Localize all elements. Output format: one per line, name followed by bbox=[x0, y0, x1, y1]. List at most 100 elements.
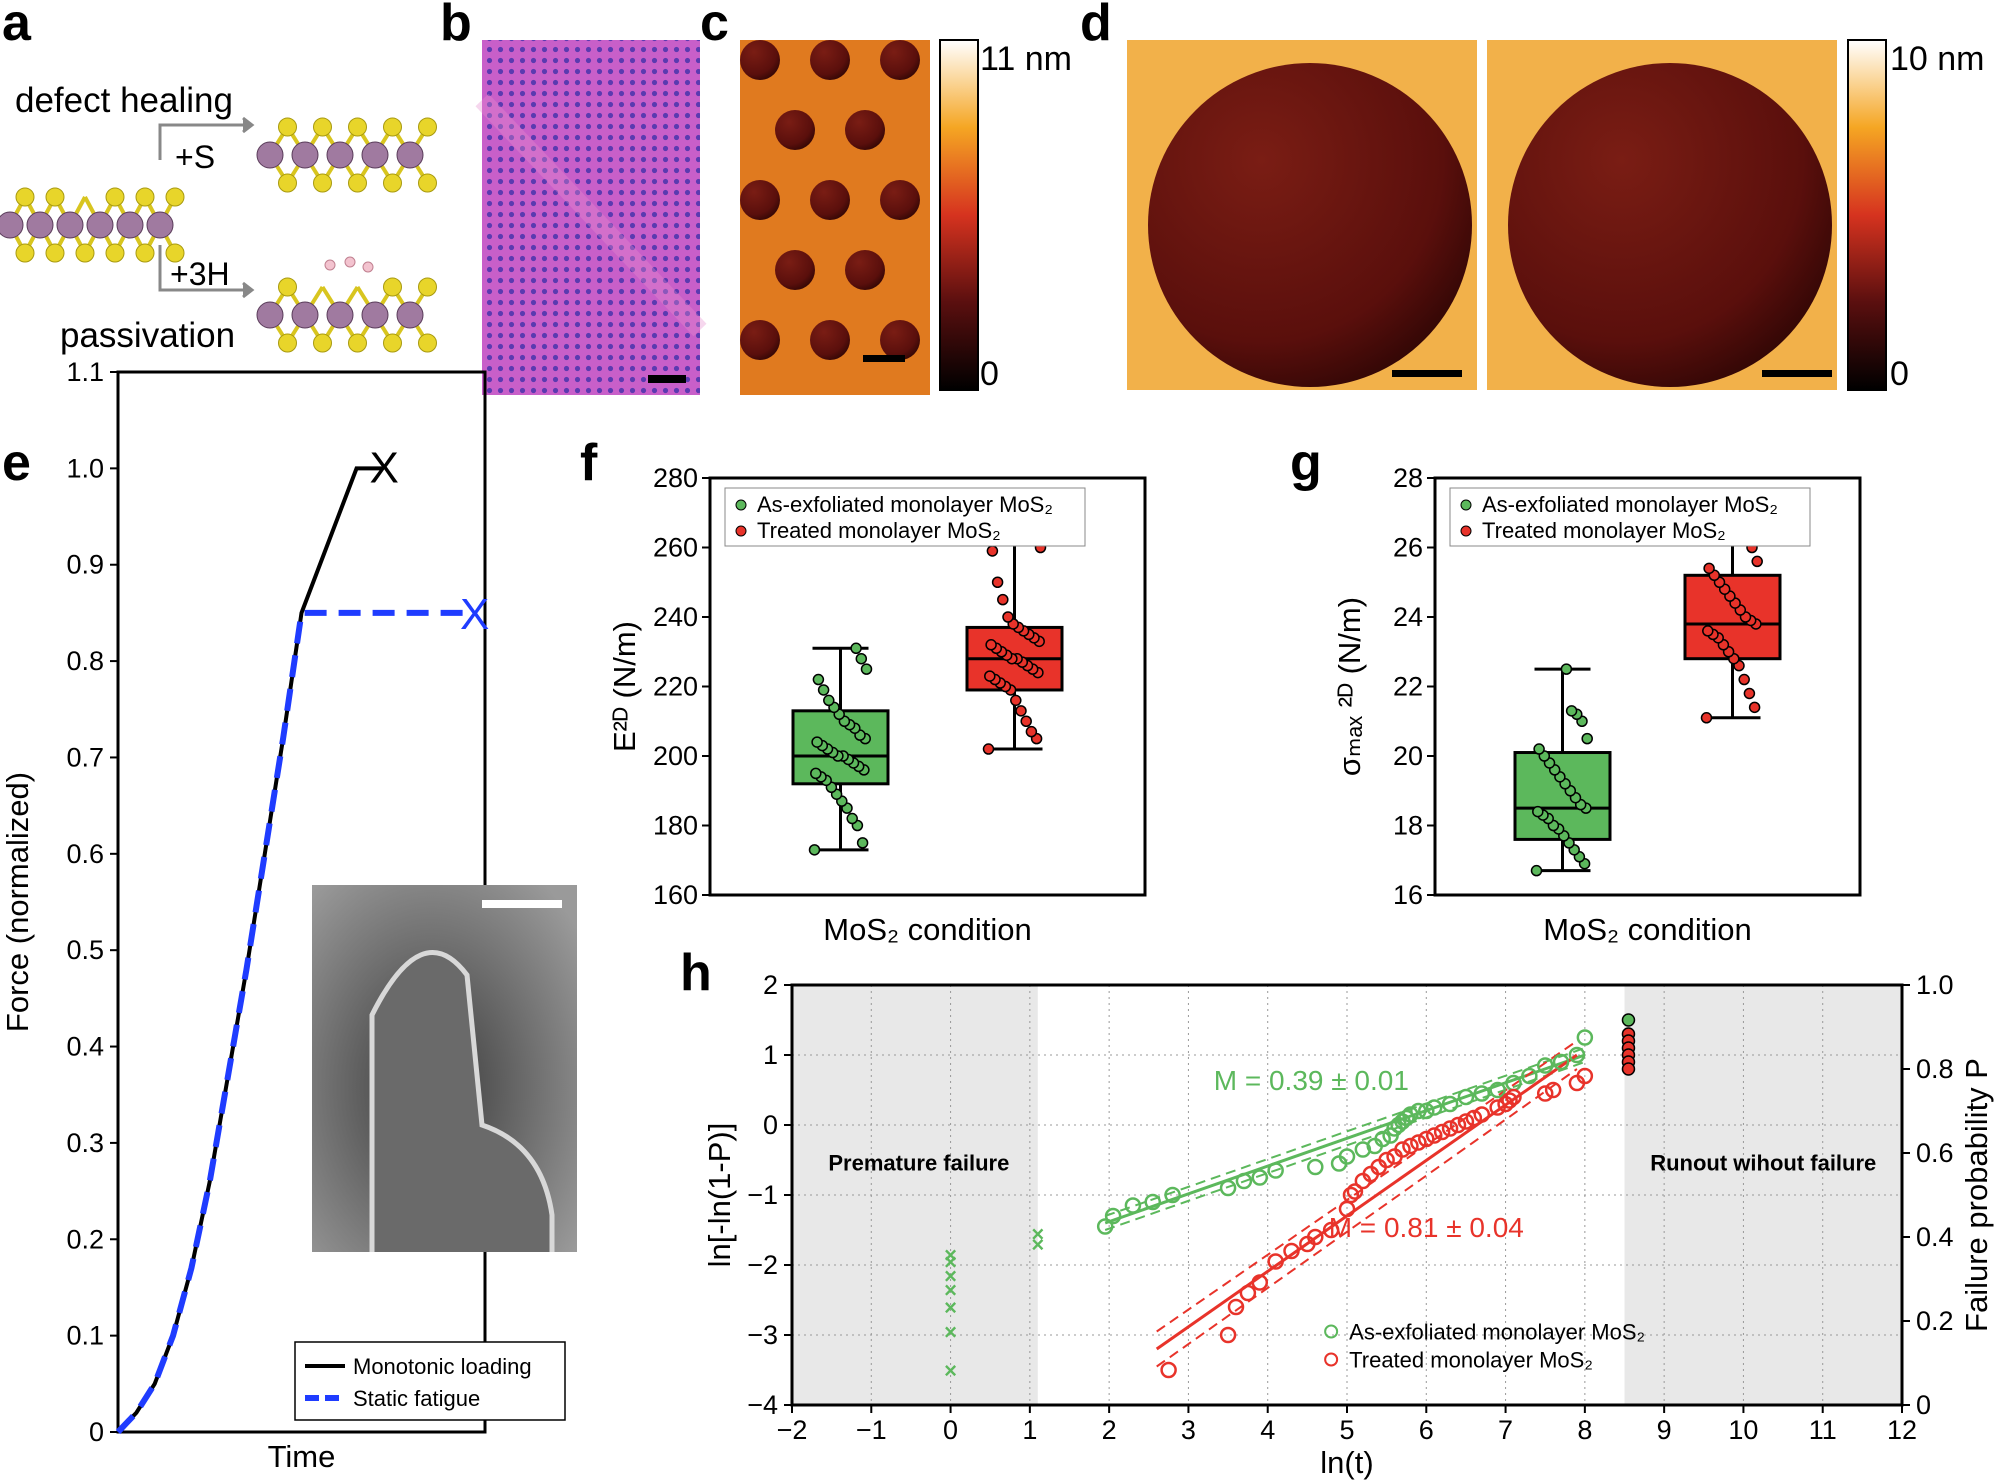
data-point bbox=[1015, 705, 1027, 717]
molybdenum-atom bbox=[361, 301, 389, 329]
y-tick-label: −3 bbox=[747, 1320, 778, 1350]
y-tick-label: 1.1 bbox=[66, 357, 104, 387]
data-point bbox=[1020, 715, 1032, 727]
data-point bbox=[808, 844, 821, 856]
data-point-green bbox=[1402, 1106, 1419, 1123]
data-point-red bbox=[1322, 1221, 1340, 1239]
data-point-red bbox=[1402, 1137, 1419, 1155]
data-point-red bbox=[1505, 1088, 1522, 1106]
sulfur-atom bbox=[418, 117, 437, 137]
sulfur-atom bbox=[278, 277, 297, 297]
x-tick-label: −2 bbox=[777, 1415, 808, 1445]
sulfur-atom bbox=[383, 173, 402, 193]
data-point bbox=[991, 576, 1004, 588]
legend-label: Monotonic loading bbox=[353, 1354, 532, 1379]
data-point bbox=[1581, 732, 1593, 745]
x-tick-label: 10 bbox=[1728, 1415, 1758, 1445]
data-point-green bbox=[1521, 1067, 1538, 1085]
premature-failure-mark: × bbox=[944, 1295, 957, 1320]
x-tick-label: 4 bbox=[1260, 1415, 1275, 1445]
y-tick-label: 240 bbox=[653, 602, 698, 632]
data-point bbox=[812, 673, 825, 686]
plus-3h-label: +3H bbox=[170, 256, 230, 292]
molybdenum-atom bbox=[0, 211, 24, 239]
x-tick-label: 12 bbox=[1887, 1415, 1917, 1445]
afm-hole bbox=[880, 40, 920, 80]
data-point-red bbox=[1346, 1183, 1364, 1200]
x-tick-label: 5 bbox=[1339, 1415, 1354, 1445]
data-point-green bbox=[1374, 1130, 1391, 1148]
y-tick-label: 16 bbox=[1393, 880, 1423, 910]
runout-point bbox=[1621, 1062, 1636, 1076]
data-point-red bbox=[1239, 1284, 1257, 1302]
data-point-green bbox=[1425, 1099, 1443, 1116]
sulfur-atom bbox=[105, 187, 125, 207]
premature-failure-mark: × bbox=[944, 1264, 957, 1289]
x-tick-label: −1 bbox=[856, 1415, 887, 1445]
data-point-red bbox=[1160, 1361, 1177, 1379]
molybdenum-atom bbox=[56, 211, 84, 239]
y2-axis-label: Failure probability P bbox=[1959, 1058, 1994, 1332]
data-point-green bbox=[1104, 1207, 1122, 1225]
premature-failure-mark: × bbox=[944, 1358, 957, 1383]
chart-g-strength-box: 16 18 20 22 24 26 28 MoS₂ condition σₘₐₓ ²ᴰ (N/m… bbox=[1332, 463, 1862, 947]
data-point-green bbox=[1441, 1095, 1459, 1113]
fit-label-red: M = 0.81 ± 0.04 bbox=[1329, 1212, 1524, 1243]
data-point-green bbox=[1307, 1158, 1324, 1176]
panel-label-c: c bbox=[700, 0, 729, 52]
data-point bbox=[855, 652, 868, 665]
data-point-green bbox=[1398, 1109, 1415, 1127]
legend-marker bbox=[1324, 1324, 1339, 1339]
data-point-green bbox=[1489, 1081, 1506, 1099]
sulfur-atom bbox=[348, 173, 367, 193]
data-point bbox=[984, 670, 996, 682]
x-axis-label: MoS₂ condition bbox=[1543, 912, 1751, 947]
chart-h-weibull: −2 −1 0 1 2 3 4 5 6 7 8 9 10 11 12−4−3−2−101200.20.40.… bbox=[702, 970, 1994, 1480]
colorbar-c bbox=[939, 39, 979, 391]
sulfur-atom bbox=[278, 173, 297, 193]
x-axis-label: MoS₂ condition bbox=[823, 912, 1031, 947]
molybdenum-atom bbox=[396, 301, 424, 329]
panel-label-f: f bbox=[580, 434, 598, 492]
sulfur-atom bbox=[313, 173, 332, 193]
premature-failure-mark: × bbox=[1031, 1222, 1044, 1247]
premature-failure-mark: × bbox=[944, 1250, 957, 1275]
sem-scale-bar bbox=[482, 900, 562, 908]
molybdenum-atom bbox=[116, 211, 144, 239]
colorbar-c-max: 11 nm bbox=[980, 40, 1072, 78]
afm-hole bbox=[810, 180, 850, 220]
fit-line-red bbox=[1155, 1053, 1578, 1351]
data-point-green bbox=[1338, 1148, 1356, 1165]
y-tick-label: 0.7 bbox=[66, 742, 104, 772]
x-tick-label: 1 bbox=[1022, 1415, 1037, 1445]
molybdenum-atom bbox=[26, 211, 54, 239]
data-point-red bbox=[1457, 1113, 1475, 1130]
afm-hole bbox=[880, 320, 920, 360]
data-point-green bbox=[1267, 1162, 1284, 1179]
panel-label-h: h bbox=[680, 944, 712, 1002]
legend-label: Treated monolayer MoS₂ bbox=[1482, 518, 1726, 543]
data-point bbox=[1010, 694, 1022, 707]
data-point-red bbox=[1449, 1116, 1467, 1134]
data-point bbox=[1700, 712, 1713, 724]
y2-tick-label: 1.0 bbox=[1916, 970, 1954, 1000]
data-point bbox=[1748, 701, 1761, 714]
data-point bbox=[850, 642, 862, 655]
sulfur-atom bbox=[278, 117, 297, 137]
scale-bar bbox=[863, 355, 905, 362]
legend-label: As-exfoliated monolayer MoS₂ bbox=[1349, 1320, 1645, 1345]
data-point-red bbox=[1433, 1123, 1451, 1141]
data-point-green bbox=[1418, 1102, 1435, 1120]
y-tick-label: −1 bbox=[747, 1180, 778, 1210]
data-point-green bbox=[1144, 1193, 1161, 1211]
y-tick-label: 160 bbox=[653, 880, 698, 910]
data-point bbox=[817, 684, 830, 696]
sulfur-atom bbox=[105, 243, 125, 263]
data-point bbox=[1533, 743, 1545, 755]
legend-label: Static fatigue bbox=[353, 1386, 480, 1411]
box bbox=[1683, 573, 1782, 661]
data-point-green bbox=[1410, 1102, 1427, 1120]
colorbar-c-min: 0 bbox=[980, 355, 999, 393]
scale-bar bbox=[1392, 370, 1462, 377]
x-tick-label: 7 bbox=[1498, 1415, 1513, 1445]
